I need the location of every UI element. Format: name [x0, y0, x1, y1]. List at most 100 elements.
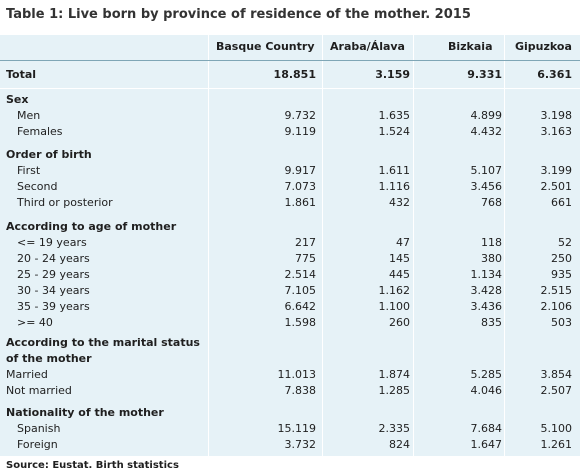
table-row: Foreign 3.732 824 1.647 1.261	[0, 437, 580, 453]
cell-value: 47	[396, 236, 410, 249]
cell-value: 260	[389, 316, 410, 329]
table-row: 20 - 24 years 775 145 380 250	[0, 251, 580, 267]
section-header-row: Order of birth	[0, 147, 580, 163]
row-label-35-39-years: 35 - 39 years	[17, 300, 90, 313]
cell-value: 3.428	[470, 284, 503, 297]
cell-value: 1.100	[378, 300, 411, 313]
cell-value: 7.073	[284, 180, 317, 193]
cell-value: 3.159	[375, 68, 410, 81]
cell-value: 7.105	[284, 284, 317, 297]
cell-value: 1.285	[378, 384, 411, 397]
row-label-spanish: Spanish	[17, 422, 61, 435]
table-row: Not married 7.838 1.285 4.046 2.507	[0, 383, 580, 399]
table-row: First 9.917 1.611 5.107 3.199	[0, 163, 580, 179]
column-header-araba-alava: Araba/Álava	[330, 40, 405, 53]
row-label-not-married: Not married	[6, 384, 72, 397]
cell-value: 217	[295, 236, 316, 249]
section-header-row: of the mother	[0, 351, 580, 367]
cell-value: 380	[481, 252, 502, 265]
cell-value: 1.162	[378, 284, 411, 297]
column-header-bizkaia: Bizkaia	[448, 40, 493, 53]
cell-value: 5.107	[470, 164, 503, 177]
row-label-sex: Sex	[6, 93, 29, 106]
header-rule	[0, 60, 580, 61]
row-label-first: First	[17, 164, 41, 177]
cell-value: 250	[551, 252, 572, 265]
section-header-row: According to the marital status	[0, 335, 580, 351]
cell-value: 52	[558, 236, 572, 249]
cell-value: 1.524	[378, 125, 411, 138]
table-title: Table 1: Live born by province of reside…	[6, 7, 471, 22]
cell-value: 432	[389, 196, 410, 209]
section-header-row: Nationality of the mother	[0, 405, 580, 421]
cell-value: 2.507	[540, 384, 573, 397]
row-label-third-or-posterior: Third or posterior	[17, 196, 113, 209]
row-label-men: Men	[17, 109, 41, 122]
column-divider	[504, 35, 505, 456]
row-label-40: >= 40	[17, 316, 53, 329]
cell-value: 1.116	[378, 180, 411, 193]
total-row: Total 18.851 3.159 9.331 6.361	[0, 67, 580, 83]
cell-value: 1.861	[284, 196, 317, 209]
cell-value: 5.100	[540, 422, 573, 435]
row-label-foreign: Foreign	[17, 438, 58, 451]
table-row: Spanish 15.119 2.335 7.684 5.100	[0, 421, 580, 437]
source-note: Source: Eustat. Birth statistics	[6, 460, 179, 471]
cell-value: 1.647	[470, 438, 503, 451]
cell-value: 15.119	[277, 422, 317, 435]
cell-value: 2.501	[540, 180, 573, 193]
cell-value: 4.899	[470, 109, 503, 122]
cell-value: 2.106	[540, 300, 573, 313]
cell-value: 5.285	[470, 368, 503, 381]
row-label-of-the-mother: of the mother	[6, 352, 92, 365]
cell-value: 445	[389, 268, 410, 281]
column-header-gipuzkoa: Gipuzkoa	[515, 40, 572, 53]
cell-value: 2.335	[378, 422, 411, 435]
cell-value: 4.046	[470, 384, 503, 397]
cell-value: 145	[389, 252, 410, 265]
cell-value: 1.611	[378, 164, 411, 177]
table-row: Married 11.013 1.874 5.285 3.854	[0, 367, 580, 383]
row-label-married: Married	[6, 368, 48, 381]
table-row: 30 - 34 years 7.105 1.162 3.428 2.515	[0, 283, 580, 299]
cell-value: 3.456	[470, 180, 503, 193]
cell-value: 7.684	[470, 422, 503, 435]
data-table: Basque Country Araba/Álava Bizkaia Gipuz…	[0, 35, 580, 456]
row-label-second: Second	[17, 180, 58, 193]
cell-value: 9.119	[284, 125, 317, 138]
cell-value: 6.642	[284, 300, 317, 313]
row-label-19-years: <= 19 years	[17, 236, 87, 249]
cell-value: 4.432	[470, 125, 503, 138]
cell-value: 11.013	[277, 368, 317, 381]
row-label-order-of-birth: Order of birth	[6, 148, 92, 161]
table-row: Men 9.732 1.635 4.899 3.198	[0, 108, 580, 124]
table-row: Females 9.119 1.524 4.432 3.163	[0, 124, 580, 140]
cell-value: 7.838	[284, 384, 317, 397]
column-divider	[322, 35, 323, 456]
row-label-20-24-years: 20 - 24 years	[17, 252, 90, 265]
cell-value: 1.874	[378, 368, 411, 381]
cell-value: 6.361	[537, 68, 572, 81]
row-label-30-34-years: 30 - 34 years	[17, 284, 90, 297]
cell-value: 503	[551, 316, 572, 329]
cell-value: 1.261	[540, 438, 573, 451]
cell-value: 9.917	[284, 164, 317, 177]
cell-value: 3.198	[540, 109, 573, 122]
cell-value: 18.851	[273, 68, 316, 81]
row-label-nationality-of-the-mother: Nationality of the mother	[6, 406, 164, 419]
cell-value: 9.331	[467, 68, 502, 81]
row-label-total: Total	[6, 68, 37, 81]
total-rule	[0, 88, 580, 89]
column-divider	[413, 35, 414, 456]
cell-value: 3.163	[540, 125, 573, 138]
section-header-row: According to age of mother	[0, 219, 580, 235]
cell-value: 3.854	[540, 368, 573, 381]
cell-value: 824	[389, 438, 410, 451]
cell-value: 768	[481, 196, 502, 209]
cell-value: 835	[481, 316, 502, 329]
table-row: Second 7.073 1.116 3.456 2.501	[0, 179, 580, 195]
cell-value: 118	[481, 236, 502, 249]
cell-value: 2.514	[284, 268, 317, 281]
cell-value: 935	[551, 268, 572, 281]
row-label-25-29-years: 25 - 29 years	[17, 268, 90, 281]
